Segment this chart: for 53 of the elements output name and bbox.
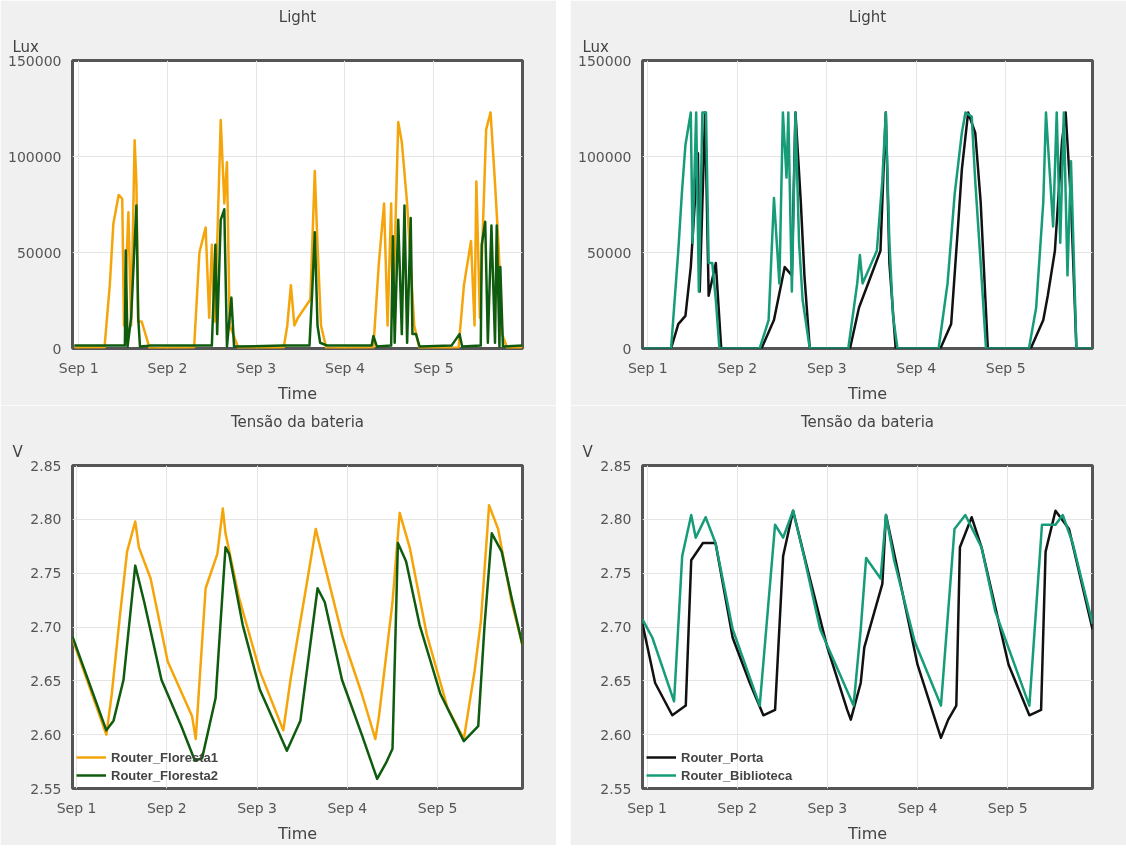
x-axis-title: Time [276,823,318,843]
y-tick-label: 2.85 [30,457,62,474]
x-axis-title: Time [846,823,888,843]
y-tick-label: 2.70 [600,619,632,635]
y-tick-label: 2.80 [30,511,62,528]
chart-title: Light [848,7,887,26]
legend-label: Router_Porta [681,748,764,766]
x-tick-label: Sep 4 [897,799,938,816]
chart-title: Tensão da bateria [799,412,935,431]
x-tick-label: Sep 2 [146,799,187,816]
y-tick-label: 100000 [8,148,62,165]
x-axis-title: Time [846,383,888,403]
y-tick-label: 0 [52,340,62,357]
y-axis-title: V [12,442,24,461]
x-tick-label: Sep 2 [147,359,188,376]
x-tick-label: Sep 1 [56,799,97,816]
chart-title: Light [278,7,317,26]
y-tick-label: 2.55 [30,780,62,797]
x-tick-label: Sep 1 [627,799,667,816]
y-tick-label: 0 [622,340,632,357]
y-tick-label: 100000 [578,148,632,165]
legend-label: Router_Floresta2 [111,766,218,784]
y-tick-label: 2.85 [600,457,632,474]
x-tick-label: Sep 4 [896,359,937,376]
y-tick-label: 2.60 [600,726,632,743]
x-tick-label: Sep 5 [413,359,454,376]
legend-label: Router_Biblioteca [681,766,793,784]
y-tick-label: 2.65 [600,672,632,689]
x-tick-label: Sep 2 [717,359,758,376]
x-tick-label: Sep 3 [806,359,847,376]
x-tick-label: Sep 3 [807,799,848,816]
y-tick-label: 2.60 [30,726,62,743]
x-tick-label: Sep 5 [987,799,1028,816]
y-tick-label: 2.75 [600,565,632,582]
x-tick-label: Sep 3 [237,799,277,816]
chart-title: Tensão da bateria [229,412,365,431]
y-tick-label: 50000 [586,244,632,261]
x-tick-label: Sep 4 [325,359,365,376]
y-axis-title: V [582,442,594,461]
x-tick-label: Sep 5 [985,359,1026,376]
x-tick-label: Sep 5 [417,799,458,816]
x-tick-label: Sep 3 [236,359,277,376]
y-tick-label: 2.75 [30,565,62,582]
x-axis-title: Time [276,383,318,403]
y-tick-label: 2.70 [30,619,62,635]
x-tick-label: Sep 1 [627,359,668,376]
x-tick-label: Sep 4 [327,799,368,816]
x-tick-label: Sep 1 [58,359,99,376]
y-tick-label: 2.65 [30,672,62,689]
y-tick-label: 2.55 [600,780,632,797]
x-tick-label: Sep 2 [717,799,758,816]
y-tick-label: 50000 [16,244,62,261]
y-tick-label: 2.80 [600,511,632,528]
